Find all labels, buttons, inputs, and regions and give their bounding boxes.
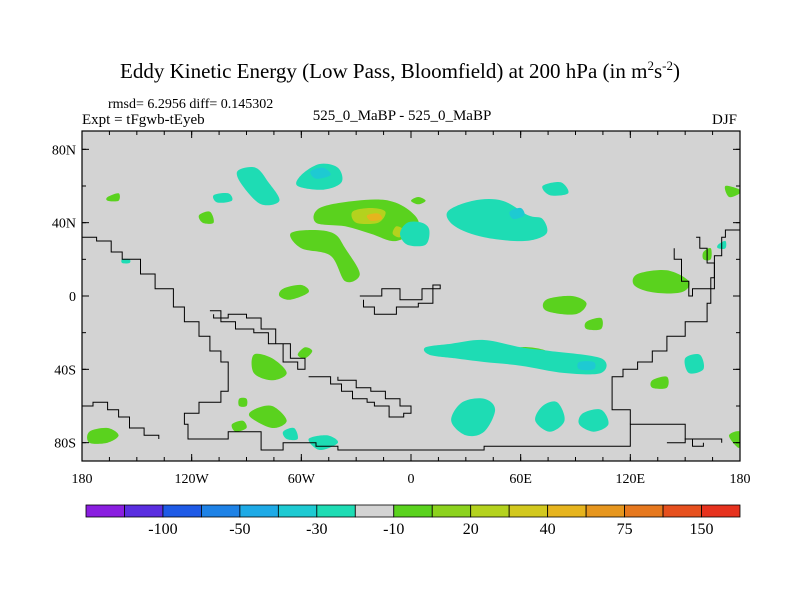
x-tick-label-2: 60W	[288, 472, 316, 487]
x-tick-label-4: 60E	[509, 472, 532, 487]
chart-title: Eddy Kinetic Energy (Low Pass, Bloomfiel…	[0, 58, 800, 84]
coastline-7	[666, 438, 704, 447]
x-tick-label-3: 0	[408, 472, 415, 487]
anomaly-region-14	[278, 284, 310, 300]
anomaly-region-10	[400, 221, 430, 247]
colorbar-label-0: -100	[148, 521, 177, 538]
anomaly-region-32	[577, 361, 596, 371]
colorbar-swatch-9	[431, 504, 472, 518]
title-close: )	[672, 59, 680, 83]
anomaly-region-4	[542, 182, 569, 196]
colorbar-swatch-16	[701, 504, 741, 518]
title-exponent-1: 2	[647, 58, 654, 73]
anomaly-region-31	[423, 339, 607, 375]
colorbar-swatch-13	[585, 504, 625, 518]
anomaly-region-15	[198, 211, 214, 224]
colorbar-label-4: 20	[463, 521, 479, 538]
x-tick-label-6: 180	[730, 472, 751, 487]
anomaly-region-23	[542, 295, 587, 315]
anomaly-region-1	[310, 167, 331, 179]
colorbar-swatch-15	[662, 504, 702, 518]
anomaly-region-28	[724, 185, 740, 198]
title-text: Eddy Kinetic Energy (Low Pass, Bloomfiel…	[120, 59, 648, 83]
x-tick-label-1: 120W	[175, 472, 210, 487]
coastline-4	[209, 310, 306, 370]
anomaly-region-2	[236, 167, 280, 206]
colorbar-swatch-10	[470, 504, 510, 518]
anomaly-region-16	[106, 193, 120, 202]
season-label: DJF	[712, 112, 738, 128]
anomaly-region-24	[584, 317, 603, 331]
center-subtitle: 525_0_MaBP - 525_0_MaBP	[312, 108, 492, 124]
colorbar-swatch-1	[124, 504, 164, 518]
colorbar-swatch-14	[624, 504, 664, 518]
colorbar-swatch-11	[508, 504, 549, 518]
coastline-0	[82, 236, 723, 451]
anomaly-region-29	[650, 376, 669, 389]
anomaly-region-18	[251, 353, 287, 381]
anomaly-region-20	[248, 405, 287, 429]
coastline-5	[673, 236, 715, 297]
anomaly-region-11	[446, 199, 548, 242]
anomaly-region-35	[535, 401, 565, 432]
colorbar-swatch-6	[316, 504, 356, 518]
colorbar-swatch-3	[201, 504, 241, 518]
coastline-6	[611, 229, 740, 425]
anomaly-region-30	[728, 431, 740, 448]
colorbar-swatch-7	[354, 504, 395, 518]
rmsd-label: rmsd= 6.2956 diff= 0.145302	[108, 97, 274, 112]
x-tick-label-0: 180	[72, 472, 93, 487]
anomaly-region-21	[238, 397, 248, 407]
anomaly-region-33	[684, 354, 705, 374]
colorbar-swatch-8	[393, 504, 433, 518]
coastline-1	[82, 401, 160, 439]
anomaly-region-12	[509, 207, 525, 220]
colorbar-swatch-4	[239, 504, 279, 518]
y-tick-label-0: 80N	[52, 143, 76, 158]
coastline-3	[359, 284, 441, 315]
anomaly-region-17	[87, 427, 119, 444]
anomaly-region-36	[578, 409, 609, 432]
coastline-2	[308, 376, 412, 418]
y-tick-label-1: 40N	[52, 217, 76, 232]
colorbar-swatch-2	[162, 504, 202, 518]
title-unit-s: s	[653, 59, 663, 83]
anomaly-region-3	[212, 192, 233, 203]
expt-label: Expt = tFgwb-tEyeb	[82, 112, 205, 128]
colorbar-label-3: -10	[383, 521, 404, 538]
anomaly-region-13	[411, 197, 426, 205]
colorbar-label-5: 40	[540, 521, 556, 538]
anomaly-region-40	[121, 258, 131, 264]
anomaly-region-7	[366, 213, 383, 221]
y-tick-label-3: 40S	[54, 363, 76, 378]
title-exponent-2: -2	[662, 58, 673, 73]
colorbar-swatch-0	[85, 504, 125, 518]
anomaly-region-38	[282, 427, 299, 441]
colorbar-label-1: -50	[229, 521, 250, 538]
y-tick-label-2: 0	[69, 290, 76, 305]
anomaly-region-22	[231, 420, 247, 432]
field-layer	[82, 163, 740, 451]
colorbar-label-2: -30	[306, 521, 327, 538]
colorbar-swatch-5	[277, 504, 318, 518]
anomaly-region-19	[297, 347, 313, 359]
x-tick-label-5: 120E	[616, 472, 646, 487]
anomaly-region-26	[632, 269, 690, 294]
y-tick-label-4: 80S	[54, 437, 76, 452]
colorbar-swatch-12	[547, 504, 587, 518]
colorbar-label-6: 75	[617, 521, 633, 538]
colorbar-label-7: 150	[690, 521, 714, 538]
anomaly-region-34	[451, 398, 496, 437]
anomaly-region-8	[290, 230, 360, 283]
